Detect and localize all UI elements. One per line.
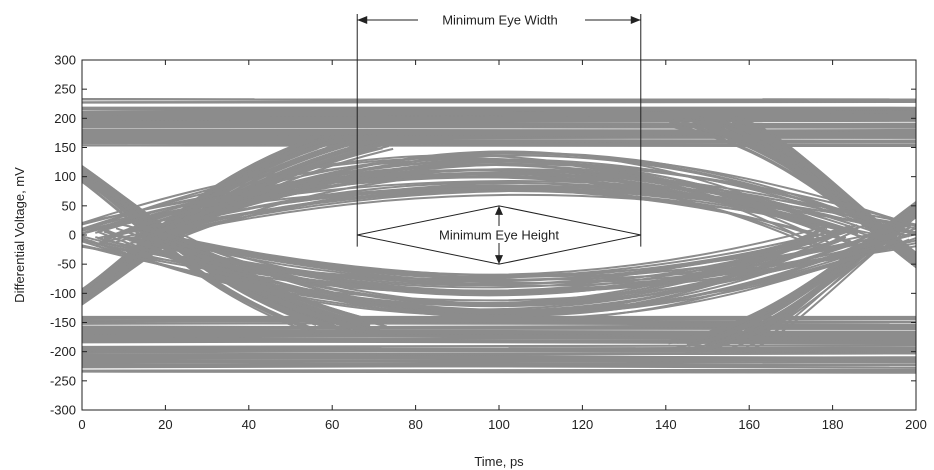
x-tick-label: 80 [408,417,422,432]
trace-eye-upper [171,172,859,246]
x-axis: 0 20 40 60 80 100 120 140 160 180 200 [78,60,927,432]
y-axis: 300 250 200 150 100 50 0 -50 -100 -150 -200 -250 -30… [50,53,916,418]
eye-height-label: Minimum Eye Height [439,228,559,243]
y-tick-label: 50 [62,198,76,213]
trace-low-rail [82,344,916,349]
x-tick-label: 200 [905,417,927,432]
x-tick-label: 140 [655,417,677,432]
trace-eye-upper [95,189,916,246]
trace-high-rail [82,115,916,119]
arrowhead-icon [495,205,503,215]
trace-eye-upper [127,168,883,246]
trace-eye-upper [95,154,820,248]
trace-high-rail [82,123,916,127]
arrowhead-icon [357,16,368,24]
arrowhead-icon [630,16,641,24]
eye-width-label: Minimum Eye Width [442,13,558,28]
trace-eye-lower [97,230,903,313]
trace-low-rail [82,368,916,372]
trace-eye-lower [149,227,816,295]
y-tick-label: -200 [50,344,76,359]
y-tick-label: 250 [54,82,76,97]
y-tick-label: -300 [50,403,76,418]
y-tick-label: 150 [54,140,76,155]
trace-low-rail [82,352,916,357]
eye-traces [82,98,916,374]
x-tick-label: 120 [572,417,594,432]
annotations: Minimum Eye Width Minimum Eye Height [356,13,642,265]
trace-low-rail [82,339,916,345]
trace-eye-lower [127,224,883,320]
trace-eye-upper [126,152,916,232]
trace-high-rail [82,99,916,104]
y-tick-label: -50 [57,257,76,272]
trace-low-rail [82,370,916,374]
x-tick-label: 40 [242,417,256,432]
y-tick-label: 300 [54,53,76,68]
y-tick-label: 200 [54,111,76,126]
x-tick-label: 20 [158,417,172,432]
x-tick-label: 0 [78,417,85,432]
x-tick-label: 180 [822,417,844,432]
trace-eye-upper [180,150,828,233]
y-axis-title: Differential Voltage, mV [12,167,27,303]
trace-low-rail [82,335,916,341]
trace-low-rail [82,355,916,361]
trace-eye-upper [120,193,874,247]
y-tick-label: 0 [69,228,76,243]
y-tick-label: -250 [50,373,76,388]
trace-low-rail [82,347,916,351]
trace-transition [735,119,916,258]
y-tick-label: -100 [50,286,76,301]
arrowhead-icon [495,255,503,265]
eye-height-label-bg [414,226,586,243]
trace-eye-upper [150,187,816,243]
y-tick-label: -150 [50,315,76,330]
trace-high-rail [82,107,916,114]
y-tick-label: 100 [54,169,76,184]
trace-transition [743,215,916,354]
x-tick-label: 100 [488,417,510,432]
x-axis-title: Time, ps [474,454,524,469]
trace-high-rail [82,144,916,148]
trace-eye-lower [95,224,916,312]
trace-high-rail [82,110,916,116]
x-tick-label: 160 [738,417,760,432]
trace-eye-lower [133,224,910,276]
trace-eye-upper [133,163,910,244]
x-tick-label: 60 [325,417,339,432]
trace-low-rail [82,331,916,335]
